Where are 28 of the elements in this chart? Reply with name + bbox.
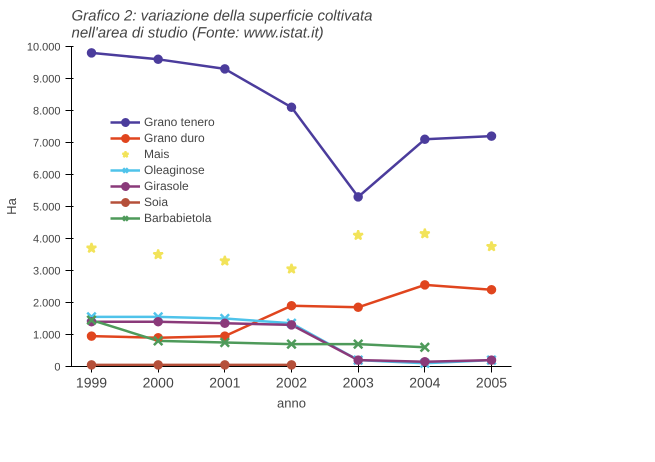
legend-label: Oleaginose bbox=[144, 162, 205, 178]
y-tick-label: 4.000 bbox=[32, 234, 61, 246]
y-tick-label: 5.000 bbox=[32, 202, 61, 214]
y-axis-title: Ha bbox=[4, 197, 19, 215]
y-tick-label: 2.000 bbox=[32, 298, 61, 310]
y-tick-label: 3.000 bbox=[32, 266, 61, 278]
legend-label: Grano tenero bbox=[144, 114, 215, 130]
legend-label: Mais bbox=[144, 146, 170, 162]
x-tick-label: 2005 bbox=[476, 374, 508, 390]
y-tick-label: 1.000 bbox=[32, 330, 61, 342]
y-tick-label: 0 bbox=[54, 362, 61, 374]
legend-label: Barbabietola bbox=[144, 210, 212, 226]
y-tick-label: 8.000 bbox=[32, 106, 61, 118]
chart-title: Grafico 2: variazione della superficie coltivata nell'area di studio (Fonte: www.istat.it) bbox=[72, 8, 372, 42]
legend-label: Girasole bbox=[144, 178, 189, 194]
x-tick-label: 2003 bbox=[342, 374, 374, 390]
y-tick-label: 6.000 bbox=[32, 170, 61, 182]
x-tick-label: 2002 bbox=[276, 374, 308, 390]
x-tick-label: 2004 bbox=[409, 374, 441, 390]
y-tick-label: 9.000 bbox=[32, 74, 61, 86]
y-tick-label: 7.000 bbox=[32, 138, 61, 150]
x-tick-label: 2000 bbox=[142, 374, 174, 390]
legend-label: Soia bbox=[144, 194, 168, 210]
x-tick-label: 2001 bbox=[209, 374, 241, 390]
y-tick-label: 10.000 bbox=[26, 42, 61, 54]
legend-label: Grano duro bbox=[144, 130, 205, 146]
x-axis-title: anno bbox=[277, 396, 306, 410]
x-tick-label: 1999 bbox=[76, 374, 108, 390]
